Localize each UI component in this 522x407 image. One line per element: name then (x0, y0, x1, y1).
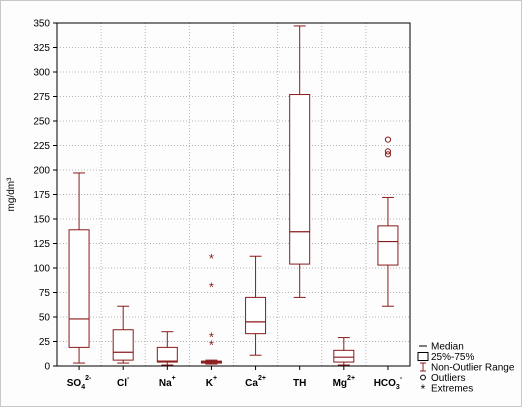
extreme-point: * (209, 280, 214, 295)
legend-label: Extremes (431, 384, 473, 395)
grid-lines (57, 23, 410, 366)
legend-item-whisker: Non-Outlier Range (420, 362, 515, 374)
x-tick-label: Cl- (117, 375, 130, 389)
box-0 (68, 172, 90, 364)
y-tick-label: 175 (33, 190, 50, 201)
box-3: **** (200, 251, 222, 365)
y-tick-label: 225 (33, 141, 50, 152)
iqr-box (289, 94, 311, 265)
outlier-point (384, 148, 392, 155)
x-tick-label: SO42- (67, 375, 92, 391)
y-tick-label: 25 (39, 337, 51, 348)
y-tick-label: 100 (33, 264, 50, 275)
box-6 (333, 337, 355, 366)
y-tick-label: 325 (33, 43, 50, 54)
iqr-box (333, 349, 355, 363)
iqr-box (377, 225, 399, 266)
x-tick-label: TH (293, 378, 306, 389)
x-tick-label: K+ (206, 375, 217, 389)
y-tick-label: 75 (39, 288, 51, 299)
y-tick-label: 275 (33, 92, 50, 103)
y-axis-label: mg/dm³ (6, 177, 17, 212)
legend-label: Non-Outlier Range (431, 363, 515, 374)
x-tick-label: Mg2+ (333, 375, 355, 389)
box-series: **** (68, 25, 399, 366)
legend-outlier-symbol (420, 374, 426, 381)
y-tick-label: 125 (33, 239, 50, 250)
iqr-box (68, 229, 90, 348)
iqr-box (245, 296, 267, 335)
legend-item-outlier: Outliers (420, 373, 465, 384)
x-tick-label: HCO3- (374, 375, 403, 391)
y-tick-label: 50 (39, 313, 51, 324)
box-2 (156, 331, 178, 366)
legend-item-extreme: * Extremes (421, 382, 474, 396)
y-tick-label: 350 (33, 19, 50, 30)
box-1 (112, 305, 134, 364)
legend-label: Outliers (431, 373, 465, 384)
extreme-point: * (209, 337, 214, 352)
extreme-point: * (209, 330, 214, 345)
iqr-box (156, 346, 178, 363)
y-tick-label: 0 (44, 362, 50, 373)
box-5 (289, 25, 311, 298)
x-axis: SO42- Cl- Na+ K+ Ca2+ TH Mg2+ HCO3- (67, 366, 403, 391)
y-tick-label: 300 (33, 68, 50, 79)
extreme-point: * (209, 251, 214, 266)
x-tick-label: Na+ (159, 375, 176, 389)
legend-label: Median (431, 342, 464, 353)
box-7 (377, 136, 399, 307)
outlier-point (384, 136, 392, 143)
legend-item-median: Median (419, 342, 464, 353)
legend-extreme-symbol: * (421, 382, 426, 396)
legend-box-symbol (417, 352, 429, 361)
box-4 (245, 255, 267, 356)
y-axis: 0 25 50 75 100 125 150 175 200 225 250 275 300 325 350 (33, 19, 57, 373)
outlier-point (384, 151, 392, 158)
y-tick-label: 200 (33, 166, 50, 177)
x-tick-label: Ca2+ (245, 375, 266, 389)
y-tick-label: 150 (33, 215, 50, 226)
y-tick-label: 250 (33, 117, 50, 128)
legend-label: 25%-75% (431, 352, 474, 363)
iqr-box (112, 329, 134, 361)
legend-item-box: 25%-75% (417, 352, 474, 363)
